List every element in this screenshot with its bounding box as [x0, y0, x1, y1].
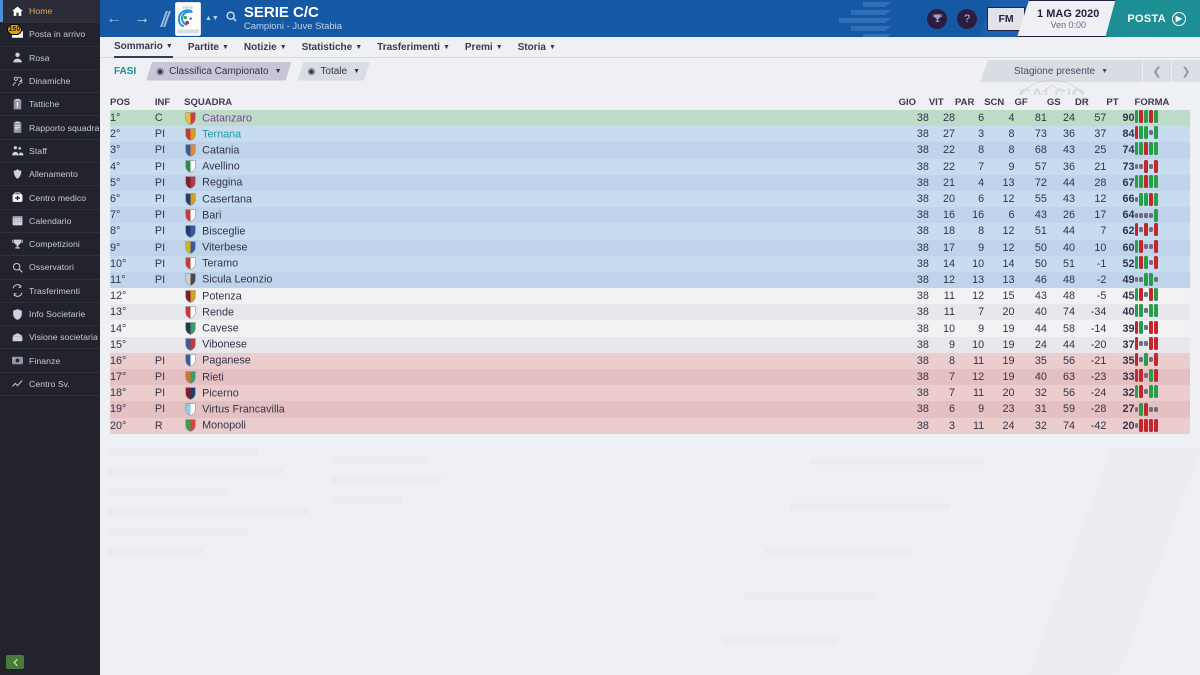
svg-text:SERIE: SERIE — [183, 5, 194, 9]
